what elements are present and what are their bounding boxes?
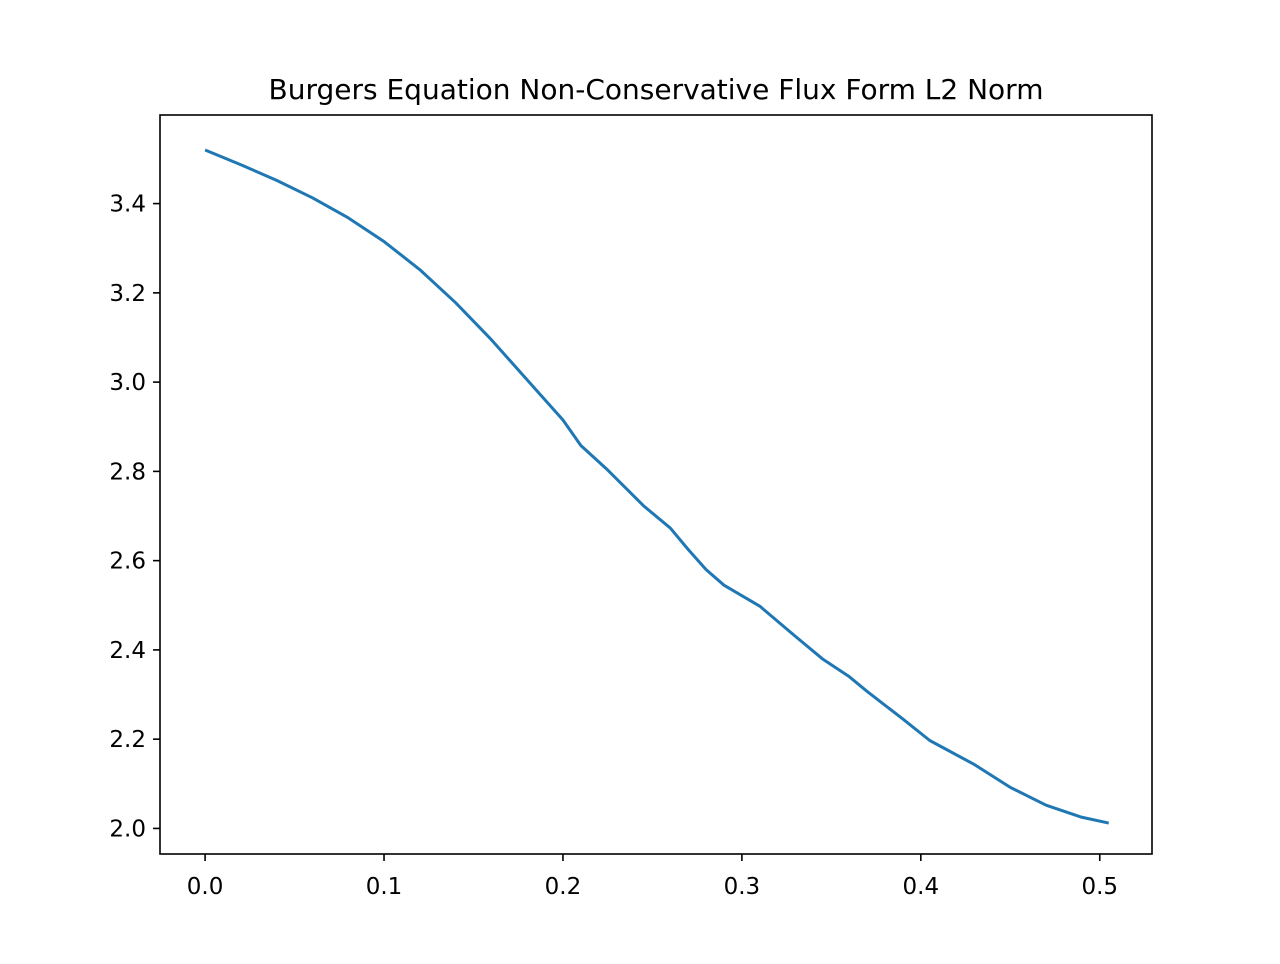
y-tick-label: 2.8: [109, 459, 146, 485]
y-tick-label: 3.4: [109, 192, 146, 218]
series-line-0: [204, 148, 1110, 825]
x-tick-label: 0.2: [545, 874, 582, 900]
x-tick-label: 0.0: [187, 874, 224, 900]
chart-title: Burgers Equation Non-Conservative Flux F…: [269, 73, 1044, 106]
x-tick-label: 0.4: [903, 874, 940, 900]
y-tick-label: 3.0: [109, 370, 146, 396]
x-tick-label: 0.1: [366, 874, 403, 900]
series-layer: [204, 148, 1110, 825]
y-axis-ticks: 2.0 2.2 2.4 2.6 2.8 3.0 3.2 3.4: [109, 192, 160, 842]
x-tick-label: 0.3: [724, 874, 761, 900]
y-tick-label: 2.0: [109, 816, 146, 842]
y-tick-label: 2.4: [109, 638, 146, 664]
x-tick-label: 0.5: [1081, 874, 1118, 900]
y-tick-label: 3.2: [109, 281, 146, 307]
y-tick-label: 2.6: [109, 549, 146, 575]
x-axis-ticks: 0.0 0.1 0.2 0.3 0.4 0.5: [187, 854, 1118, 900]
y-tick-label: 2.2: [109, 727, 146, 753]
plot-area-frame: [159, 114, 1153, 855]
